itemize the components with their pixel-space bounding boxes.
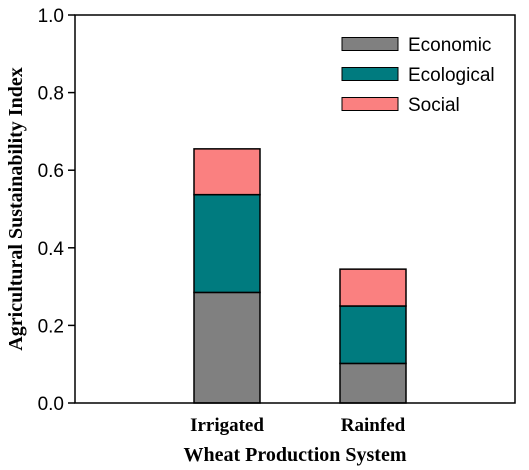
legend-swatch-social (341, 97, 399, 111)
legend-label-economic: Economic (408, 35, 491, 56)
y-tick-label: 0.2 (38, 316, 64, 337)
y-tick-label: 1.0 (38, 6, 64, 27)
legend-label-ecological: Ecological (408, 65, 495, 86)
bar-rainfed-social (339, 268, 407, 307)
bar-irrigated-social (193, 148, 261, 196)
legend-swatch-economic (341, 37, 399, 51)
bar-rainfed-ecological (339, 305, 407, 365)
bar-irrigated-ecological (193, 193, 261, 294)
legend-swatch-ecological (341, 67, 399, 81)
legend: Economic Ecological Social (341, 35, 495, 116)
y-tick-label: 0.0 (38, 394, 64, 415)
y-tick-label: 0.8 (38, 84, 64, 105)
legend-label-social: Social (408, 95, 460, 116)
y-tick-label: 0.6 (38, 161, 64, 182)
x-tick-label-rainfed: Rainfed (341, 415, 406, 436)
y-axis-title: Agricultural Sustainability Index (5, 67, 27, 350)
bar-rainfed-economic (339, 362, 407, 404)
plot-frame (74, 14, 516, 404)
plot-area (193, 148, 407, 404)
y-tick-label: 0.4 (38, 239, 65, 260)
x-axis-title: Wheat Production System (184, 444, 407, 466)
x-tick-label-irrigated: Irrigated (190, 415, 264, 436)
bar-irrigated-economic (193, 291, 261, 404)
axes: 0.0 0.2 0.4 0.6 0.8 1.0 Irrigated Rainfed (38, 6, 516, 436)
